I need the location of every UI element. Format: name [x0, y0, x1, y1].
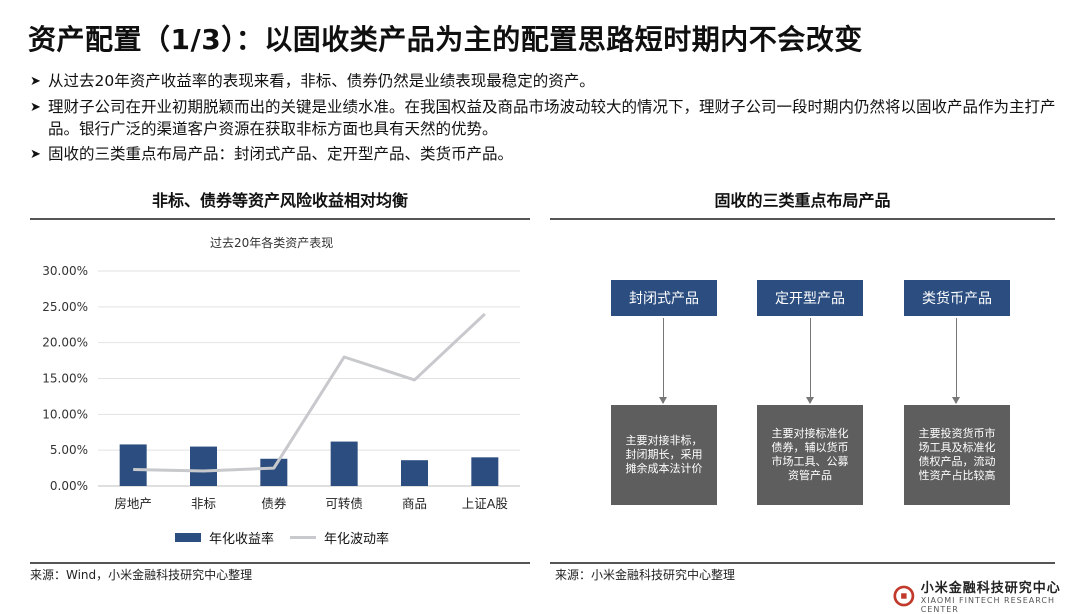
- product-desc-box: 主要对接非标，封闭期长，采用摊余成本法计价: [611, 405, 717, 505]
- product-desc-box: 主要投资货币市场工具及标准化债权产品，流动性资产占比较高: [904, 405, 1010, 505]
- connector-arrow: [952, 318, 960, 404]
- x-tick-label: 房地产: [114, 496, 152, 511]
- chart: 0.00% 5.00% 10.00% 15.00% 20.00% 25.00% 30.00%…: [42, 264, 520, 511]
- right-source: 来源：小米金融科技研究中心整理: [555, 568, 736, 582]
- bullet-item: ➤ 从过去20年资产收益率的表现来看，非标、债券仍然是业绩表现最稳定的资产。: [30, 70, 1060, 93]
- y-tick-label: 15.00%: [42, 372, 88, 386]
- legend-label: 年化波动率: [324, 532, 390, 547]
- chevron-right-icon: ➤: [30, 74, 41, 89]
- bullet-item: ➤ 理财子公司在开业初期脱颖而出的关键是业绩水准。在我国权益及商品市场波动较大的…: [30, 96, 1060, 140]
- y-tick-label: 30.00%: [42, 264, 88, 278]
- bar: [401, 460, 428, 486]
- connector-arrow: [659, 318, 667, 404]
- product-title-box: 类货币产品: [904, 280, 1010, 316]
- x-tick-label: 可转债: [325, 496, 363, 511]
- right-panel-heading: 固收的三类重点布局产品: [714, 191, 891, 210]
- left-panel-heading: 非标、债券等资产风险收益相对均衡: [151, 191, 408, 210]
- bar: [190, 446, 217, 486]
- brand-logo: 小米金融科技研究中心 XIAOMI FINTECH RESEARCH CENTE…: [893, 577, 1080, 614]
- x-tick-label: 非标: [191, 496, 216, 511]
- bullet-list: ➤ 从过去20年资产收益率的表现来看，非标、债券仍然是业绩表现最稳定的资产。 ➤…: [30, 70, 1060, 169]
- bar: [471, 457, 499, 486]
- left-panel-divider: [30, 218, 530, 220]
- bar: [260, 458, 288, 486]
- connector-arrow: [806, 318, 814, 404]
- x-tick-label: 上证A股: [462, 496, 509, 511]
- page-title: 资产配置（1/3）：以固收类产品为主的配置思路短时期内不会改变: [28, 23, 863, 56]
- legend-label: 年化收益率: [209, 532, 275, 547]
- legend-item-return: 年化收益率: [175, 528, 274, 547]
- y-tick-label: 10.00%: [42, 407, 88, 421]
- chevron-right-icon: ➤: [30, 100, 41, 115]
- bar: [119, 444, 147, 486]
- bar: [330, 441, 358, 486]
- product-title-box: 定开型产品: [757, 280, 863, 316]
- bullet-text: 固收的三类重点布局产品：封闭式产品、定开型产品、类货币产品。: [48, 145, 514, 163]
- right-source-divider: [550, 562, 1055, 564]
- volatility-line: [133, 312, 486, 473]
- bullet-text: 理财子公司在开业初期脱颖而出的关键是业绩水准。在我国权益及商品市场波动较大的情况…: [48, 98, 1056, 138]
- legend-item-volatility: 年化波动率: [290, 528, 389, 547]
- chart-title: 过去20年各类资产表现: [210, 236, 334, 250]
- y-tick-label: 0.00%: [50, 479, 88, 493]
- product-desc-box: 主要对接标准化债券，辅以货币市场工具、公募资管产品: [757, 405, 863, 505]
- x-tick-label: 商品: [402, 496, 427, 511]
- right-panel-divider: [550, 218, 1055, 220]
- left-source-divider: [30, 562, 530, 564]
- x-tick-label: 债券: [261, 496, 287, 511]
- y-tick-label: 5.00%: [50, 443, 88, 457]
- legend-swatch-bar: [175, 533, 201, 542]
- logo-en-text: XIAOMI FINTECH RESEARCH CENTER: [920, 596, 1056, 614]
- logo-mark-icon: [893, 585, 915, 606]
- logo-cn-text: 小米金融科技研究中心: [920, 581, 1061, 596]
- product-title-box: 封闭式产品: [611, 280, 717, 316]
- y-tick-label: 20.00%: [42, 336, 88, 350]
- legend-swatch-line: [290, 536, 316, 539]
- left-source: 来源：Wind，小米金融科技研究中心整理: [30, 568, 253, 582]
- y-tick-label: 25.00%: [42, 300, 88, 314]
- chevron-right-icon: ➤: [30, 147, 41, 162]
- bullet-text: 从过去20年资产收益率的表现来看，非标、债券仍然是业绩表现最稳定的资产。: [48, 72, 595, 90]
- bullet-item: ➤ 固收的三类重点布局产品：封闭式产品、定开型产品、类货币产品。: [30, 143, 1060, 166]
